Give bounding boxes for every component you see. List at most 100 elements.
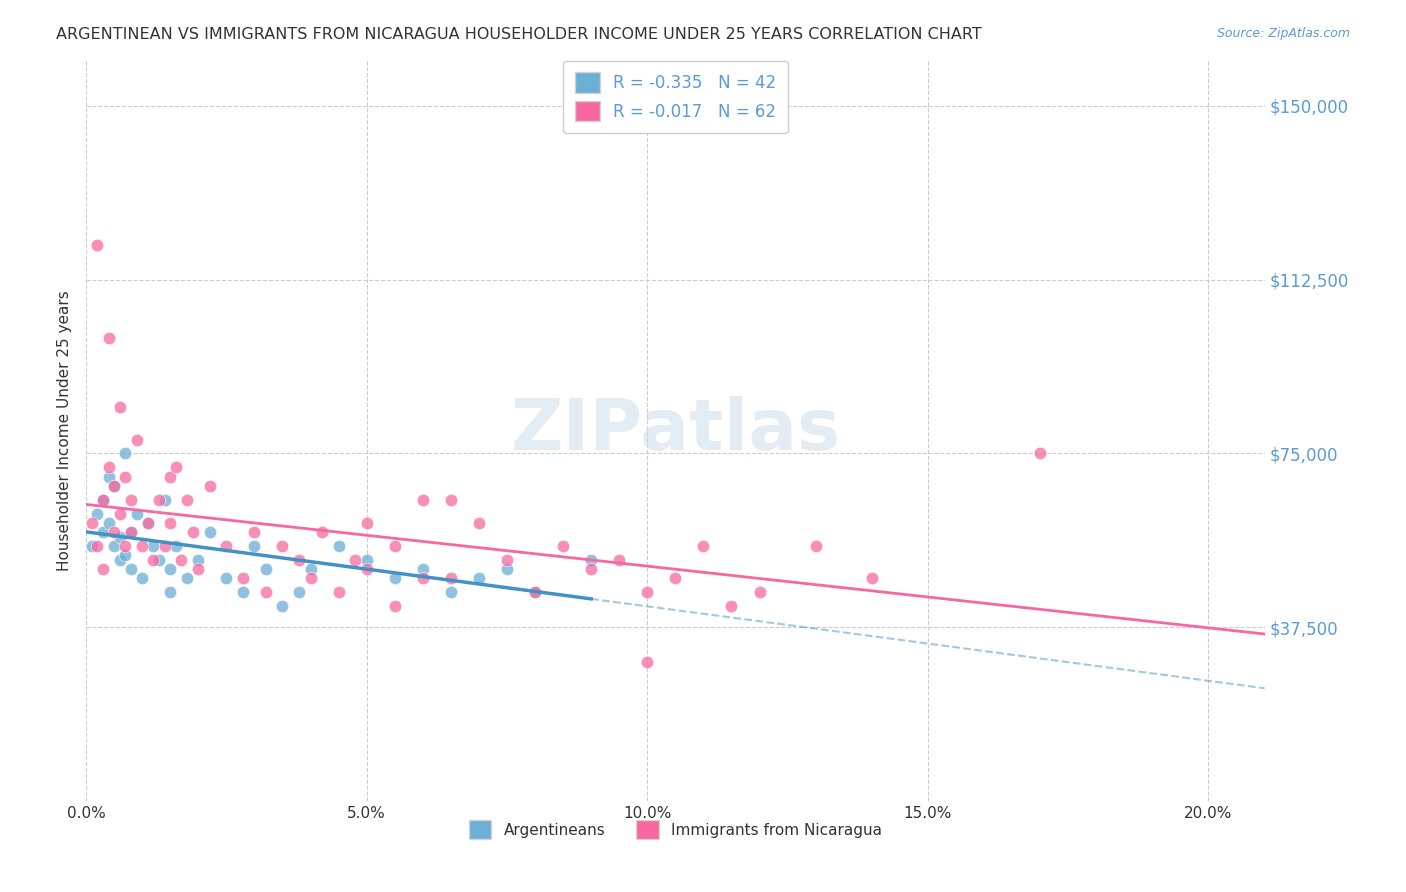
Point	[748, 585, 770, 599]
Point	[165, 460, 187, 475]
Point	[165, 539, 187, 553]
Point	[91, 492, 114, 507]
Point	[579, 562, 602, 576]
Point	[232, 572, 254, 586]
Point	[384, 572, 406, 586]
Point	[524, 585, 547, 599]
Point	[176, 572, 198, 586]
Point	[108, 400, 131, 414]
Point	[181, 525, 204, 540]
Point	[440, 572, 463, 586]
Point	[356, 553, 378, 567]
Point	[120, 525, 142, 540]
Point	[636, 655, 658, 669]
Point	[551, 539, 574, 553]
Point	[187, 562, 209, 576]
Point	[148, 492, 170, 507]
Point	[440, 492, 463, 507]
Point	[97, 469, 120, 483]
Point	[384, 539, 406, 553]
Legend: Argentineans, Immigrants from Nicaragua: Argentineans, Immigrants from Nicaragua	[463, 814, 889, 845]
Point	[159, 562, 181, 576]
Point	[91, 562, 114, 576]
Point	[579, 553, 602, 567]
Point	[86, 539, 108, 553]
Point	[125, 433, 148, 447]
Point	[356, 516, 378, 530]
Point	[299, 562, 322, 576]
Point	[108, 530, 131, 544]
Point	[254, 585, 277, 599]
Point	[496, 562, 519, 576]
Point	[804, 539, 827, 553]
Point	[271, 539, 294, 553]
Text: ARGENTINEAN VS IMMIGRANTS FROM NICARAGUA HOUSEHOLDER INCOME UNDER 25 YEARS CORRE: ARGENTINEAN VS IMMIGRANTS FROM NICARAGUA…	[56, 27, 981, 42]
Point	[664, 572, 686, 586]
Point	[636, 585, 658, 599]
Point	[131, 539, 153, 553]
Point	[607, 553, 630, 567]
Point	[91, 525, 114, 540]
Point	[232, 585, 254, 599]
Point	[328, 539, 350, 553]
Point	[136, 516, 159, 530]
Point	[148, 553, 170, 567]
Point	[114, 469, 136, 483]
Point	[103, 479, 125, 493]
Point	[86, 238, 108, 252]
Point	[243, 525, 266, 540]
Point	[692, 539, 714, 553]
Point	[412, 492, 434, 507]
Point	[524, 585, 547, 599]
Point	[114, 549, 136, 563]
Point	[142, 539, 165, 553]
Point	[288, 553, 311, 567]
Point	[254, 562, 277, 576]
Point	[198, 479, 221, 493]
Point	[159, 469, 181, 483]
Point	[136, 516, 159, 530]
Point	[187, 553, 209, 567]
Point	[860, 572, 883, 586]
Point	[344, 553, 367, 567]
Point	[198, 525, 221, 540]
Point	[153, 492, 176, 507]
Point	[412, 572, 434, 586]
Point	[299, 572, 322, 586]
Point	[153, 539, 176, 553]
Point	[215, 539, 238, 553]
Point	[80, 516, 103, 530]
Point	[170, 553, 193, 567]
Point	[159, 516, 181, 530]
Point	[97, 516, 120, 530]
Point	[176, 492, 198, 507]
Point	[103, 479, 125, 493]
Point	[120, 525, 142, 540]
Point	[97, 460, 120, 475]
Point	[1029, 446, 1052, 460]
Point	[271, 599, 294, 614]
Point	[103, 539, 125, 553]
Text: ZIPatlas: ZIPatlas	[510, 396, 841, 465]
Point	[97, 330, 120, 344]
Point	[384, 599, 406, 614]
Point	[440, 585, 463, 599]
Point	[108, 507, 131, 521]
Point	[142, 553, 165, 567]
Point	[120, 492, 142, 507]
Point	[243, 539, 266, 553]
Point	[114, 539, 136, 553]
Point	[125, 507, 148, 521]
Text: Source: ZipAtlas.com: Source: ZipAtlas.com	[1216, 27, 1350, 40]
Point	[86, 507, 108, 521]
Point	[159, 585, 181, 599]
Point	[91, 492, 114, 507]
Point	[80, 539, 103, 553]
Point	[215, 572, 238, 586]
Point	[328, 585, 350, 599]
Point	[108, 553, 131, 567]
Point	[131, 572, 153, 586]
Point	[288, 585, 311, 599]
Point	[356, 562, 378, 576]
Y-axis label: Householder Income Under 25 years: Householder Income Under 25 years	[58, 290, 72, 571]
